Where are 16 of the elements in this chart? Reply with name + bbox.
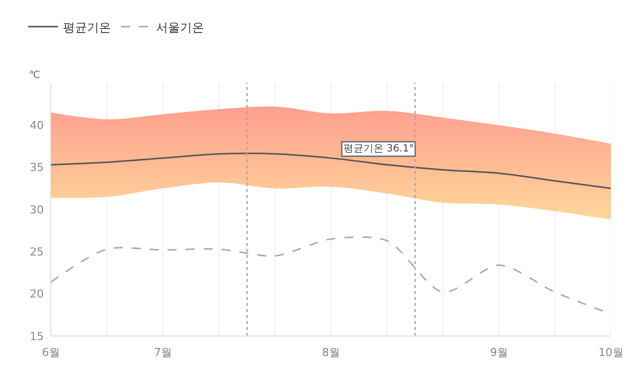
x-tick-label: 6월 <box>42 346 60 360</box>
legend-label: 서울기온 <box>156 20 204 34</box>
x-tick-label: 7월 <box>154 346 172 360</box>
y-tick-label: 40 <box>30 119 44 132</box>
legend-label: 평균기온 <box>63 20 111 34</box>
y-tick-label: 30 <box>30 203 44 216</box>
line-series <box>51 152 611 190</box>
y-axis-title: ℃ <box>29 70 40 81</box>
y-tick-label: 20 <box>30 288 44 301</box>
y-tick-label: 15 <box>30 330 44 343</box>
y-tick-label: 25 <box>30 246 44 259</box>
y-tick-label: 35 <box>30 161 44 174</box>
x-tick-label: 8월 <box>322 346 340 360</box>
x-tick-label: 10월 <box>598 346 624 360</box>
annotation: 평균기온 36.1° <box>344 144 414 154</box>
x-tick-label: 9월 <box>490 346 508 360</box>
